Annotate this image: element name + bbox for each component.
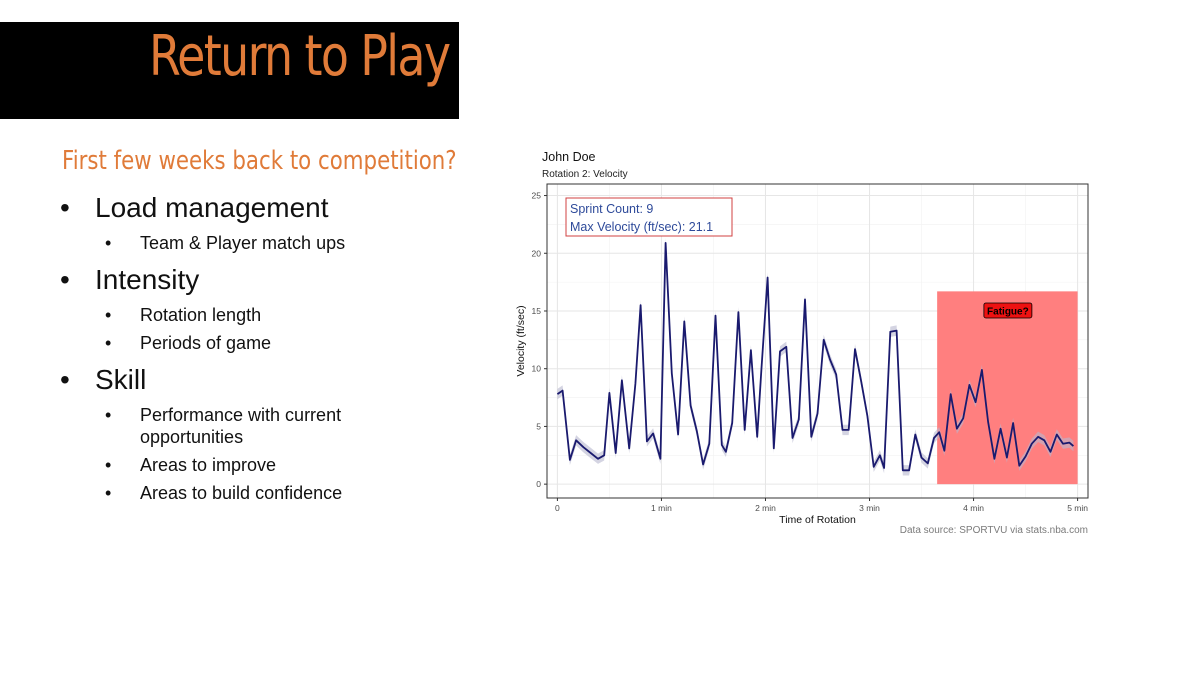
bullet-intensity: Intensity Rotation length Periods of gam…	[60, 262, 380, 354]
slide-subtitle: First few weeks back to competition?	[62, 146, 457, 176]
bullet-load-management: Load management Team & Player match ups	[60, 190, 380, 254]
sub-bullet: Areas to build confidence	[105, 482, 380, 504]
sub-bullet: Areas to improve	[105, 454, 380, 476]
chart-title: John Doe	[542, 150, 596, 164]
chart-caption: Data source: SPORTVU via stats.nba.com	[900, 525, 1088, 536]
velocity-line	[556, 242, 1074, 472]
sub-bullet-list: Performance with current opportunities A…	[105, 404, 380, 504]
sub-bullet: Team & Player match ups	[105, 232, 380, 254]
y-tick-label: 0	[536, 479, 541, 489]
x-axis-label: Time of Rotation	[779, 514, 856, 526]
slide-title: Return to Play	[148, 24, 451, 89]
fatigue-label: Fatigue?	[987, 306, 1029, 317]
y-tick-label: 25	[532, 191, 542, 201]
bullet-skill: Skill Performance with current opportuni…	[60, 362, 380, 504]
fatigue-label-box	[983, 302, 1033, 319]
sub-bullet-list: Team & Player match ups	[105, 232, 380, 254]
y-tick-label: 5	[536, 421, 541, 431]
bullet-label: Skill	[95, 364, 147, 395]
sub-bullet: Periods of game	[105, 332, 380, 354]
y-tick-label: 15	[532, 306, 542, 316]
x-tick-label: 2 min	[755, 503, 776, 513]
chart-subtitle: Rotation 2: Velocity	[542, 169, 628, 180]
plot-border	[546, 183, 1089, 499]
title-bar: Return to Play	[0, 22, 459, 119]
stats-line: Sprint Count: 9	[570, 202, 653, 216]
y-axis-label: Velocity (ft/sec)	[515, 305, 527, 376]
x-tick-label: 0	[555, 503, 560, 513]
x-tick-label: 5 min	[1067, 503, 1088, 513]
velocity-chart: John Doe Rotation 2: Velocity Fatigue? Spri…	[515, 150, 1089, 536]
bullet-label: Load management	[95, 192, 329, 223]
stats-box	[565, 197, 733, 237]
x-tick-label: 4 min	[963, 503, 984, 513]
x-tick-label: 1 min	[651, 503, 672, 513]
y-tick-label: 10	[532, 364, 542, 374]
stats-line: Max Velocity (ft/sec): 21.1	[570, 220, 713, 234]
y-tick-label: 20	[532, 248, 542, 258]
sub-bullet: Performance with current opportunities	[105, 404, 380, 448]
x-tick-label: 3 min	[859, 503, 880, 513]
sub-bullet: Rotation length	[105, 304, 380, 326]
bullet-list: Load management Team & Player match ups …	[60, 190, 380, 504]
sub-bullet-list: Rotation length Periods of game	[105, 304, 380, 354]
bullet-label: Intensity	[95, 264, 200, 295]
